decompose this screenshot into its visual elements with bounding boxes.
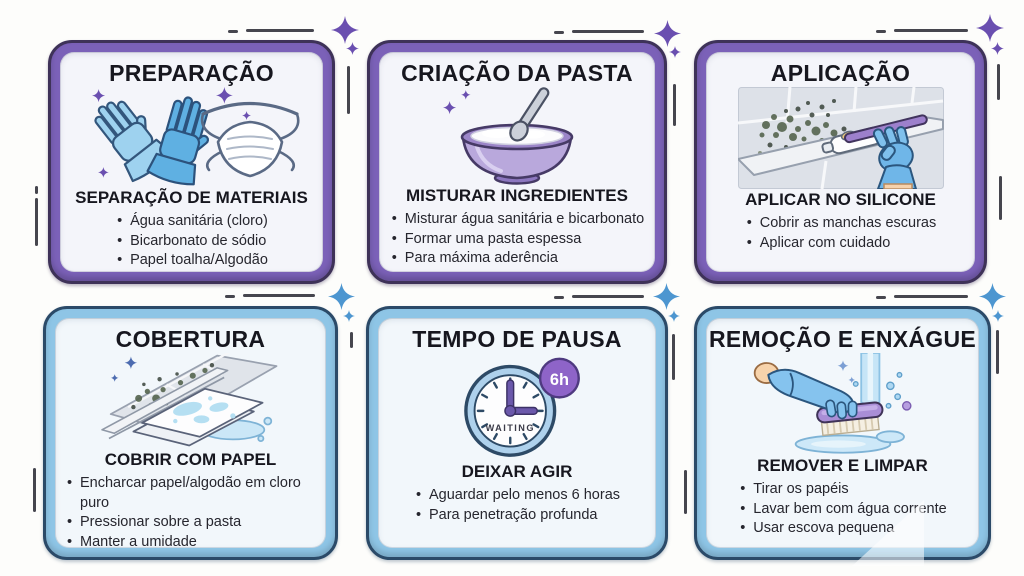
speed-line (35, 198, 38, 246)
card-subtitle: SEPARAÇÃO DE MATERIAIS (75, 188, 308, 208)
card-remocao-e-enxague: REMOÇÃO E ENXÁGUE (694, 306, 991, 560)
bullet-item: Para penetração profunda (414, 506, 620, 526)
bowl-icon (443, 87, 574, 185)
gloves-and-mask-illustration (76, 87, 308, 187)
speed-line (997, 64, 1000, 100)
speed-line (554, 296, 564, 299)
bullet-item: Papel toalha/Algodão (115, 251, 268, 271)
card-preparacao: PREPARAÇÃO (48, 40, 335, 284)
sparkle-icon (992, 310, 1004, 322)
sparkle-icon (328, 283, 355, 310)
card-body: REMOÇÃO E ENXÁGUE (706, 318, 979, 548)
bullet-list: Água sanitária (cloro)Bicarbonato de sód… (115, 212, 268, 271)
bullet-list: Aguardar pelo menos 6 horasPara penetraç… (414, 486, 620, 525)
bullet-item: Aguardar pelo menos 6 horas (414, 486, 620, 506)
speed-line (225, 295, 235, 298)
speed-line (684, 470, 687, 514)
card-subtitle: COBRIR COM PAPEL (104, 450, 277, 470)
wet-paper-scene-icon (100, 353, 277, 447)
sparkle-icon (653, 283, 680, 310)
apply-on-silicone-illustration (737, 87, 944, 190)
waiting-clock-illustration: WAITING 6h (442, 353, 592, 461)
speed-line (33, 468, 36, 512)
card-title: PREPARAÇÃO (109, 60, 274, 86)
bullet-item: Pressionar sobre a pasta (65, 513, 316, 533)
sparkle-icon (654, 20, 681, 47)
bullet-item: Cobrir as manchas escuras (745, 214, 937, 234)
bullet-item: Usar escova pequena (738, 519, 946, 539)
speed-line (894, 29, 968, 32)
speed-line (347, 66, 350, 114)
speed-line (673, 84, 676, 126)
card-body: APLICAÇÃO (706, 52, 975, 272)
card-tempo-de-pausa: TEMPO DE PAUSA (366, 306, 668, 560)
card-body: CRIAÇÃO DA PASTA (379, 52, 655, 272)
bullet-list: Tirar os papéisLavar bem com água corren… (738, 480, 946, 539)
sparkle-icon (346, 42, 359, 55)
card-body: TEMPO DE PAUSA (378, 318, 656, 548)
speed-line (572, 295, 644, 298)
sparkle-icon (976, 14, 1004, 42)
six-hours-badge-label: 6h (550, 371, 569, 389)
moldy-tiles-scene-icon (737, 87, 944, 190)
bullet-item: Misturar água sanitária e bicarbonato (390, 210, 644, 230)
bullet-item: Formar uma pasta espessa (390, 230, 644, 250)
bullet-item: Para máxima aderência (390, 249, 644, 269)
card-subtitle: MISTURAR INGREDIENTES (406, 186, 628, 206)
sparkle-icon (669, 46, 681, 58)
card-title: TEMPO DE PAUSA (412, 326, 622, 352)
card-title: COBERTURA (115, 326, 266, 352)
speed-line (999, 176, 1002, 220)
speed-line (572, 30, 644, 33)
card-aplicacao: APLICAÇÃO (694, 40, 987, 284)
card-subtitle: REMOVER E LIMPAR (757, 456, 928, 476)
card-body: PREPARAÇÃO (60, 52, 323, 272)
card-title: CRIAÇÃO DA PASTA (401, 60, 633, 86)
speed-line (894, 295, 968, 298)
wet-paper-on-tiles-illustration (89, 353, 293, 449)
bullet-item: Lavar bem com água corrente (738, 500, 946, 520)
bullet-list: Encharcar papel/algodão em cloro puroPre… (65, 474, 316, 548)
bullet-list: Cobrir as manchas escurasAplicar com cui… (745, 214, 937, 253)
bullet-item: Manter a umidade (65, 533, 316, 548)
speed-line (672, 334, 675, 380)
brush-under-water-illustration (743, 353, 943, 455)
card-cobertura: COBERTURA (43, 306, 338, 560)
bullet-item: Água sanitária (cloro) (115, 212, 268, 232)
card-body: COBERTURA (55, 318, 326, 548)
gloves-and-mask-icon (91, 87, 299, 186)
clock-icon: WAITING 6h (464, 357, 580, 458)
card-criacao-da-pasta: CRIAÇÃO DA PASTA (367, 40, 667, 284)
six-hours-badge (538, 357, 580, 399)
sparkle-icon (991, 42, 1004, 55)
speed-line (996, 330, 999, 374)
speed-line (228, 30, 238, 33)
speed-line (350, 332, 353, 348)
bowl-with-paste-illustration (429, 87, 605, 185)
speed-line (554, 31, 564, 34)
card-subtitle: DEIXAR AGIR (461, 462, 573, 482)
sparkle-icon (668, 310, 680, 322)
bullet-item: Tirar os papéis (738, 480, 946, 500)
bullet-item: Bicarbonato de sódio (115, 232, 268, 252)
scrub-brush-icon (753, 353, 912, 454)
speed-line (35, 186, 38, 194)
speed-line (243, 294, 315, 297)
clock-waiting-label: WAITING (486, 423, 535, 433)
sparkle-icon (331, 16, 359, 44)
card-title: REMOÇÃO E ENXÁGUE (708, 326, 977, 352)
bullet-item: Encharcar papel/algodão em cloro puro (65, 474, 316, 513)
bullet-list: Misturar água sanitária e bicarbonatoFor… (390, 210, 644, 269)
sparkle-icon (979, 283, 1006, 310)
card-subtitle: APLICAR NO SILICONE (745, 190, 936, 210)
speed-line (876, 30, 886, 33)
sparkle-icon (343, 310, 355, 322)
card-title: APLICAÇÃO (770, 60, 911, 86)
speed-line (246, 29, 314, 32)
speed-line (876, 296, 886, 299)
bullet-item: Aplicar com cuidado (745, 234, 937, 254)
